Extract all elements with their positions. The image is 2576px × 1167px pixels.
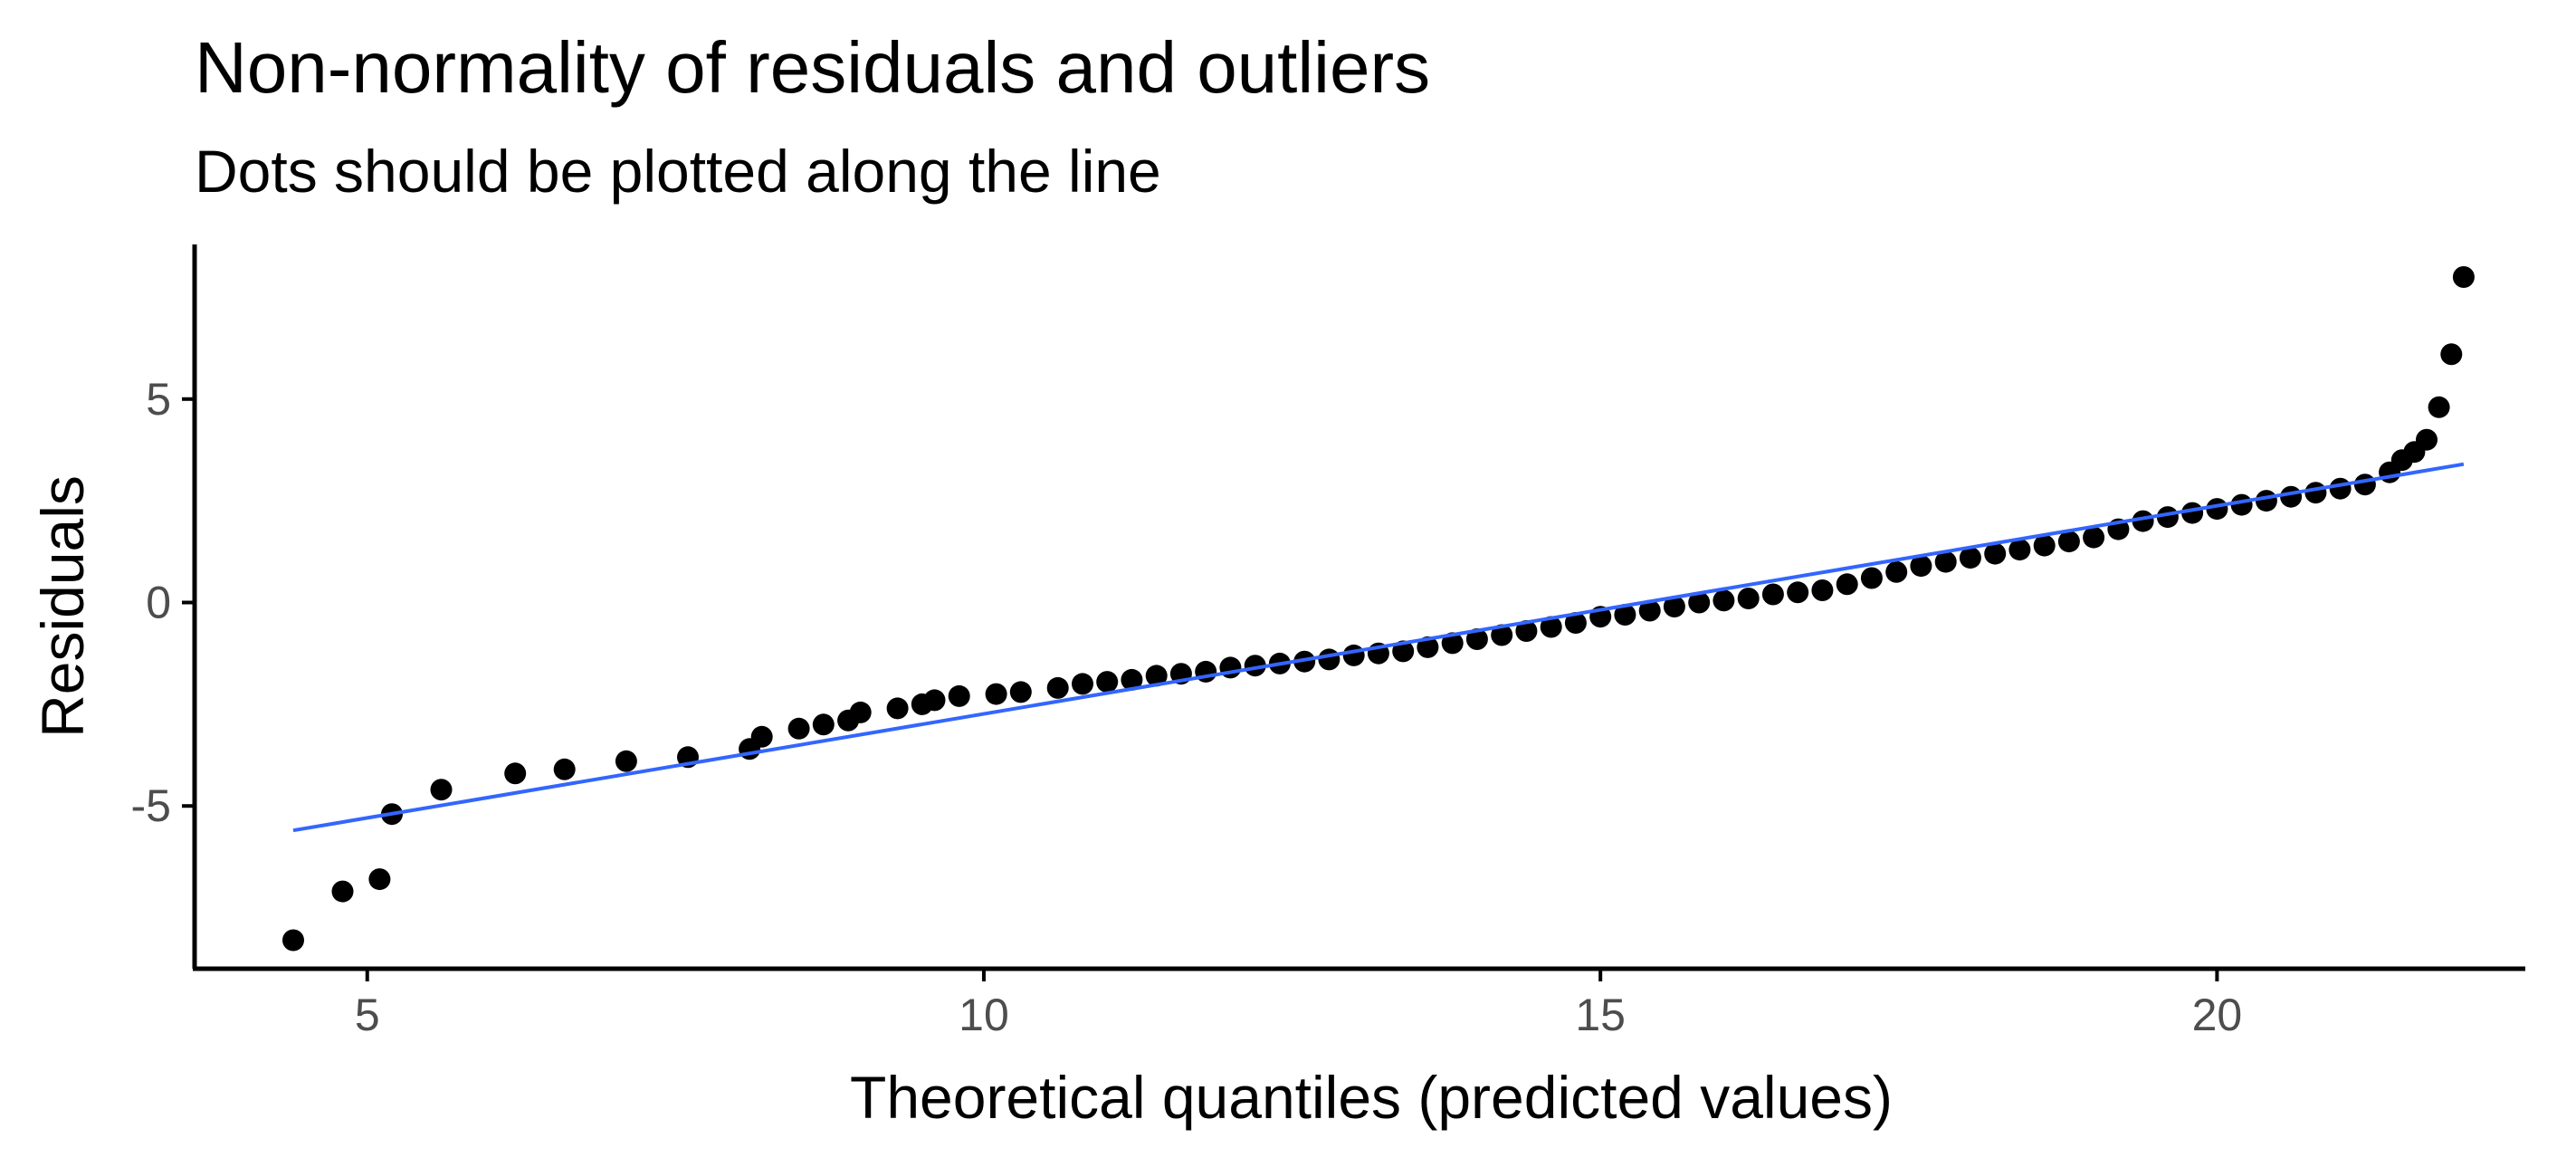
data-point bbox=[331, 880, 354, 903]
data-point bbox=[2255, 490, 2277, 512]
data-point bbox=[368, 868, 391, 891]
data-point bbox=[849, 701, 872, 723]
data-point bbox=[1121, 668, 1143, 691]
data-point bbox=[2230, 493, 2253, 516]
data-point bbox=[1465, 628, 1488, 650]
data-point bbox=[1096, 671, 1119, 694]
data-point bbox=[750, 725, 773, 748]
data-point bbox=[1342, 644, 1365, 666]
y-tick-label: 5 bbox=[146, 374, 171, 425]
data-point bbox=[1491, 624, 1513, 646]
data-point bbox=[1009, 681, 1032, 703]
data-point bbox=[1959, 547, 1981, 569]
y-axis-title: Residuals bbox=[29, 475, 96, 738]
data-point bbox=[1072, 673, 1093, 695]
data-point bbox=[1540, 616, 1562, 638]
data-point bbox=[787, 717, 810, 740]
data-point bbox=[2452, 266, 2475, 288]
chart-subtitle: Dots should be plotted along the line bbox=[195, 138, 1161, 205]
data-point bbox=[2353, 473, 2376, 496]
x-tick-label: 15 bbox=[1575, 990, 1626, 1040]
x-tick-label: 10 bbox=[959, 990, 1009, 1040]
data-point bbox=[1860, 567, 1883, 589]
x-axis-ticks: 5 10 15 20 bbox=[355, 969, 2242, 1040]
data-point bbox=[1638, 599, 1661, 622]
data-point bbox=[923, 689, 946, 712]
data-point bbox=[2008, 539, 2031, 561]
reference-line bbox=[292, 462, 2465, 833]
data-point bbox=[282, 929, 304, 952]
data-point bbox=[2280, 485, 2303, 508]
data-point bbox=[1046, 676, 1069, 699]
x-axis-title: Theoretical quantiles (predicted values) bbox=[850, 1064, 1893, 1131]
data-point bbox=[2033, 534, 2056, 557]
data-point bbox=[1761, 583, 1784, 606]
data-point bbox=[1663, 596, 1685, 617]
data-point bbox=[1688, 591, 1711, 614]
data-point bbox=[2057, 531, 2080, 553]
data-point bbox=[886, 697, 909, 720]
data-point bbox=[1811, 579, 1834, 601]
data-point bbox=[1145, 665, 1168, 687]
x-tick-label: 5 bbox=[355, 990, 380, 1040]
data-point bbox=[1244, 655, 1266, 677]
data-point bbox=[2329, 477, 2352, 500]
data-point bbox=[948, 684, 970, 707]
plot-area bbox=[282, 266, 2475, 952]
data-point bbox=[1417, 636, 1439, 658]
data-point bbox=[504, 762, 527, 785]
data-point bbox=[1441, 632, 1464, 655]
data-point bbox=[1910, 555, 1932, 578]
y-tick-label: 0 bbox=[146, 578, 171, 628]
data-point bbox=[1614, 604, 1636, 626]
data-point bbox=[1564, 612, 1587, 634]
chart-title: Non-normality of residuals and outliers bbox=[195, 27, 1430, 108]
x-tick-label: 20 bbox=[2192, 990, 2243, 1040]
y-axis-ticks: -5 0 5 bbox=[131, 374, 195, 831]
data-point bbox=[1885, 560, 1908, 583]
data-point bbox=[2083, 526, 2105, 549]
data-point bbox=[985, 683, 1007, 705]
data-point bbox=[430, 779, 453, 801]
data-point bbox=[1836, 573, 1858, 596]
data-point bbox=[1713, 589, 1735, 612]
data-point bbox=[1318, 648, 1340, 671]
data-point bbox=[2428, 396, 2450, 418]
data-point bbox=[2304, 482, 2327, 504]
data-point bbox=[1934, 550, 1957, 573]
data-point bbox=[1392, 640, 1415, 663]
data-point bbox=[1984, 542, 2007, 565]
data-point bbox=[553, 758, 576, 780]
data-point bbox=[812, 713, 835, 736]
data-point bbox=[1737, 588, 1760, 609]
data-point bbox=[1515, 620, 1538, 642]
data-point bbox=[1787, 581, 1809, 604]
data-point bbox=[2416, 428, 2438, 451]
data-point bbox=[2440, 343, 2463, 366]
data-point bbox=[615, 750, 637, 772]
y-tick-label: -5 bbox=[131, 780, 171, 831]
